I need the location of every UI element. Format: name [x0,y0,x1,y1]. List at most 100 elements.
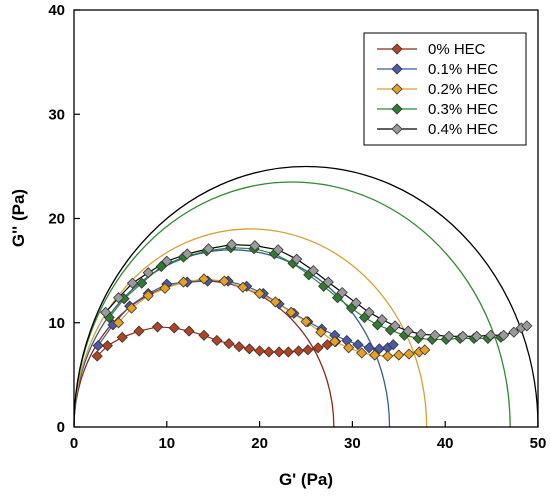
data-point [363,306,375,318]
data-point [471,330,483,342]
data-point [387,339,399,351]
data-point [293,345,305,357]
data-point [126,277,139,289]
data-point [419,344,431,356]
y-tick-label: 10 [48,315,65,332]
data-point [155,260,167,273]
x-tick-label: 50 [530,435,547,452]
data-point [218,275,230,287]
data-point [312,342,324,354]
series-line-2 [118,278,425,357]
data-point [356,347,368,359]
data-point [382,350,394,362]
data-point [269,296,281,308]
data-point [291,253,303,265]
semicircle-fit-4 [74,165,538,427]
legend-marker [391,103,403,115]
data-point [177,276,190,288]
y-tick-label: 20 [48,211,65,228]
data-point [521,320,533,332]
data-point [136,277,148,289]
data-point [352,339,364,351]
y-axis-title: G'' (Pa) [9,189,28,247]
data-point [443,330,455,342]
data-point [415,328,427,340]
data-point [369,349,381,361]
data-point [273,346,285,358]
data-point [237,281,249,293]
data-point [181,248,193,260]
data-point [151,321,164,333]
y-tick-label: 30 [48,106,65,123]
data-point [302,344,314,356]
legend-marker [391,43,403,55]
data-point [243,343,255,355]
data-point [403,348,415,360]
data-point [161,255,173,267]
data-point [168,322,180,334]
data-point [457,330,469,342]
data-point [307,265,319,277]
data-point [198,273,210,285]
legend-label: 0.2% HEC [428,81,498,98]
legend-marker [391,63,403,75]
data-point [254,345,266,357]
data-point [142,290,154,302]
data-point [272,244,284,256]
data-point [300,316,312,328]
data-point [254,287,266,300]
data-point [116,331,128,343]
data-point [249,240,261,252]
data-point [343,342,355,354]
data-point [376,314,388,326]
data-point [363,342,375,354]
data-point [112,292,125,304]
data-point [322,276,334,288]
data-point [373,343,385,355]
x-tick-label: 10 [158,435,175,452]
legend: 0% HEC 0.1% HEC 0.2% HEC 0.3% HEC 0.4% HEC [363,32,527,146]
semicircle-fit-2 [74,228,428,427]
semicircle-fit-3 [74,181,511,427]
x-tick-label: 0 [70,435,78,452]
x-tick-label: 40 [437,435,454,452]
data-point [125,302,138,314]
data-point [508,326,520,338]
data-point [112,317,125,329]
data-point [133,325,145,337]
x-tick-label: 30 [344,435,361,452]
data-point [402,325,414,337]
data-point [202,243,215,255]
data-point [101,340,113,352]
data-point [389,320,401,332]
data-point [226,238,238,251]
data-point [211,334,223,347]
data-point [485,329,497,341]
data-point [142,267,154,279]
legend-label: 0.1% HEC [428,61,498,78]
legend-label: 0% HEC [428,41,486,58]
data-point [429,329,441,341]
data-point [498,329,510,341]
legend-marker [391,83,403,95]
data-point [350,297,362,309]
data-point [393,349,405,361]
x-axis-title: G' (Pa) [279,470,333,489]
data-point [336,286,348,299]
data-point [233,341,245,353]
data-point [223,338,235,350]
data-point [263,346,275,358]
legend-label: 0.3% HEC [428,101,498,118]
data-point [315,326,327,338]
data-point [282,346,294,358]
data-point [92,340,104,352]
x-tick-label: 20 [251,435,268,452]
y-tick-label: 40 [48,2,65,19]
y-tick-label: 0 [57,419,65,436]
data-point [99,306,112,318]
legend-marker [391,123,403,135]
data-point [159,282,171,294]
data-point [198,329,210,341]
